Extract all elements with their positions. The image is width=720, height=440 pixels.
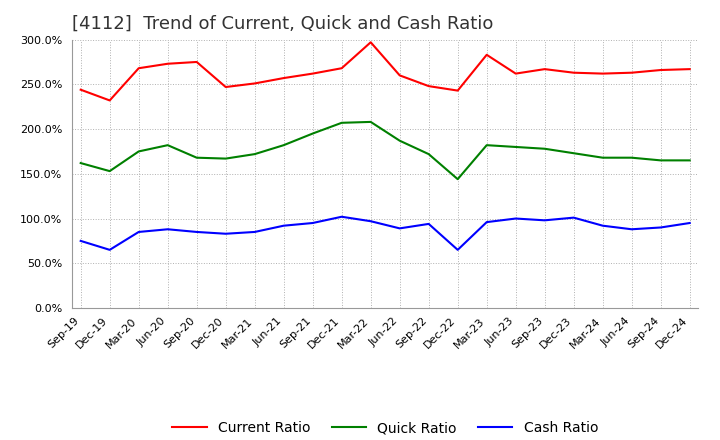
Cash Ratio [135, 229, 143, 235]
Quick Ratio [135, 149, 143, 154]
Quick Ratio [627, 155, 636, 160]
Current Ratio [627, 70, 636, 75]
Quick Ratio [251, 151, 259, 157]
Quick Ratio [685, 158, 694, 163]
Cash Ratio [192, 229, 201, 235]
Current Ratio [424, 84, 433, 89]
Current Ratio [135, 66, 143, 71]
Quick Ratio [76, 161, 85, 166]
Cash Ratio [570, 215, 578, 220]
Quick Ratio [192, 155, 201, 160]
Cash Ratio [279, 223, 288, 228]
Current Ratio [454, 88, 462, 93]
Quick Ratio [657, 158, 665, 163]
Quick Ratio [279, 143, 288, 148]
Cash Ratio [221, 231, 230, 236]
Current Ratio [511, 71, 520, 76]
Quick Ratio [308, 131, 317, 136]
Cash Ratio [511, 216, 520, 221]
Cash Ratio [541, 218, 549, 223]
Cash Ratio [76, 238, 85, 244]
Cash Ratio [251, 229, 259, 235]
Cash Ratio [308, 220, 317, 226]
Quick Ratio [598, 155, 607, 160]
Line: Quick Ratio: Quick Ratio [81, 122, 690, 179]
Cash Ratio [454, 247, 462, 253]
Current Ratio [570, 70, 578, 75]
Quick Ratio [221, 156, 230, 161]
Cash Ratio [685, 220, 694, 226]
Current Ratio [657, 67, 665, 73]
Quick Ratio [366, 119, 375, 125]
Line: Cash Ratio: Cash Ratio [81, 217, 690, 250]
Legend: Current Ratio, Quick Ratio, Cash Ratio: Current Ratio, Quick Ratio, Cash Ratio [167, 415, 603, 440]
Current Ratio [395, 73, 404, 78]
Line: Current Ratio: Current Ratio [81, 42, 690, 100]
Quick Ratio [511, 144, 520, 150]
Quick Ratio [163, 143, 172, 148]
Cash Ratio [657, 225, 665, 230]
Current Ratio [105, 98, 114, 103]
Current Ratio [541, 66, 549, 72]
Current Ratio [251, 81, 259, 86]
Current Ratio [279, 75, 288, 81]
Cash Ratio [163, 227, 172, 232]
Current Ratio [163, 61, 172, 66]
Current Ratio [366, 40, 375, 45]
Cash Ratio [627, 227, 636, 232]
Quick Ratio [454, 176, 462, 182]
Current Ratio [338, 66, 346, 71]
Text: [4112]  Trend of Current, Quick and Cash Ratio: [4112] Trend of Current, Quick and Cash … [72, 15, 493, 33]
Current Ratio [221, 84, 230, 90]
Quick Ratio [338, 120, 346, 125]
Cash Ratio [598, 223, 607, 228]
Cash Ratio [482, 220, 491, 225]
Cash Ratio [105, 247, 114, 253]
Current Ratio [598, 71, 607, 76]
Cash Ratio [338, 214, 346, 220]
Quick Ratio [541, 146, 549, 151]
Quick Ratio [424, 151, 433, 157]
Quick Ratio [570, 150, 578, 156]
Current Ratio [76, 87, 85, 92]
Quick Ratio [482, 143, 491, 148]
Cash Ratio [366, 219, 375, 224]
Current Ratio [192, 59, 201, 65]
Cash Ratio [395, 226, 404, 231]
Cash Ratio [424, 221, 433, 227]
Current Ratio [308, 71, 317, 76]
Quick Ratio [105, 169, 114, 174]
Current Ratio [685, 66, 694, 72]
Current Ratio [482, 52, 491, 58]
Quick Ratio [395, 138, 404, 143]
